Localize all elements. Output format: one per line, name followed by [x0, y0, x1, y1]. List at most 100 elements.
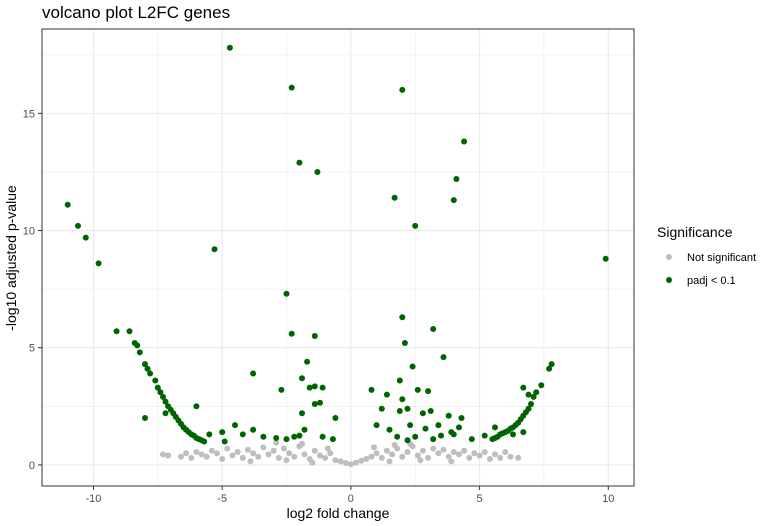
data-point: [520, 384, 527, 391]
data-point: [288, 330, 295, 337]
data-point: [250, 370, 257, 377]
data-point: [296, 159, 303, 166]
data-point: [389, 451, 396, 458]
data-point: [273, 435, 280, 441]
data-point: [144, 365, 151, 372]
data-point: [126, 328, 133, 335]
data-point: [183, 450, 190, 457]
plot-panel-background: [42, 29, 634, 486]
data-point: [502, 449, 509, 455]
data-point: [445, 453, 452, 460]
legend-key-significant: [666, 277, 672, 283]
data-point: [324, 445, 331, 452]
data-point: [417, 457, 424, 464]
data-point: [332, 415, 339, 421]
data-point: [311, 383, 318, 390]
data-point: [409, 363, 416, 370]
data-point: [198, 451, 205, 458]
data-point: [602, 255, 609, 262]
data-point: [234, 449, 241, 455]
data-point: [412, 222, 419, 229]
data-point: [134, 342, 141, 349]
data-point: [208, 447, 215, 454]
data-point: [461, 138, 468, 145]
data-point: [286, 450, 293, 457]
data-point: [247, 458, 254, 465]
data-point: [226, 44, 233, 51]
data-point: [342, 460, 349, 466]
data-point: [347, 461, 354, 468]
plot-panel-border: [41, 28, 635, 487]
data-point: [391, 442, 398, 448]
data-point: [386, 458, 393, 465]
x-tick-label: 5: [477, 493, 483, 505]
data-point: [399, 314, 406, 321]
data-point: [239, 454, 246, 461]
data-point: [232, 422, 238, 429]
data-point: [75, 222, 81, 229]
data-point: [219, 456, 226, 462]
data-point: [440, 446, 447, 453]
data-point: [275, 454, 282, 461]
data-point: [486, 456, 493, 462]
legend-title: Significance: [657, 224, 733, 240]
y-tick-label: 15: [23, 108, 35, 120]
data-point: [386, 426, 393, 433]
data-point: [306, 384, 313, 391]
data-point: [525, 391, 532, 398]
data-point: [311, 447, 318, 454]
data-point: [404, 405, 411, 412]
data-point: [456, 451, 462, 458]
grid-lines: [42, 29, 634, 486]
data-point: [314, 169, 321, 175]
data-point: [317, 399, 323, 406]
data-point: [373, 422, 380, 429]
data-point: [435, 422, 442, 429]
data-point: [414, 452, 421, 459]
data-point: [250, 426, 257, 433]
data-point: [453, 176, 460, 182]
data-point: [383, 447, 390, 454]
data-point: [291, 453, 298, 460]
data-point: [368, 386, 375, 393]
data-point: [373, 450, 380, 457]
data-point: [458, 415, 465, 421]
data-point: [425, 454, 432, 461]
data-point: [188, 454, 195, 461]
data-point: [399, 86, 406, 93]
legend-key-not-significant: [666, 254, 672, 260]
data-point: [203, 453, 210, 460]
data-point: [430, 436, 437, 443]
data-point: [64, 201, 71, 208]
data-point: [450, 449, 457, 455]
data-point: [301, 451, 308, 458]
data-point: [255, 453, 262, 460]
data-point: [492, 451, 498, 458]
data-point: [304, 358, 311, 365]
data-point: [401, 340, 408, 346]
data-point: [283, 436, 290, 443]
data-point: [206, 431, 213, 438]
legend-label-not-significant: Not significant: [687, 252, 756, 264]
data-point: [265, 451, 272, 458]
data-point: [450, 431, 457, 438]
data-point: [278, 386, 285, 393]
data-point: [291, 433, 298, 440]
data-point: [219, 429, 226, 436]
data-point: [419, 410, 426, 417]
data-point: [244, 446, 251, 453]
data-point: [317, 452, 323, 459]
data-point: [142, 361, 148, 368]
y-tick-label: 5: [29, 343, 35, 355]
data-point: [412, 433, 419, 440]
x-tick-label: -5: [217, 493, 227, 505]
data-points: [64, 44, 609, 468]
data-point: [113, 328, 120, 335]
data-point: [438, 432, 444, 439]
data-point: [283, 290, 290, 297]
data-point: [152, 377, 159, 384]
data-point: [456, 424, 462, 431]
data-point: [250, 450, 257, 457]
data-point: [419, 447, 426, 454]
data-point: [260, 444, 267, 451]
